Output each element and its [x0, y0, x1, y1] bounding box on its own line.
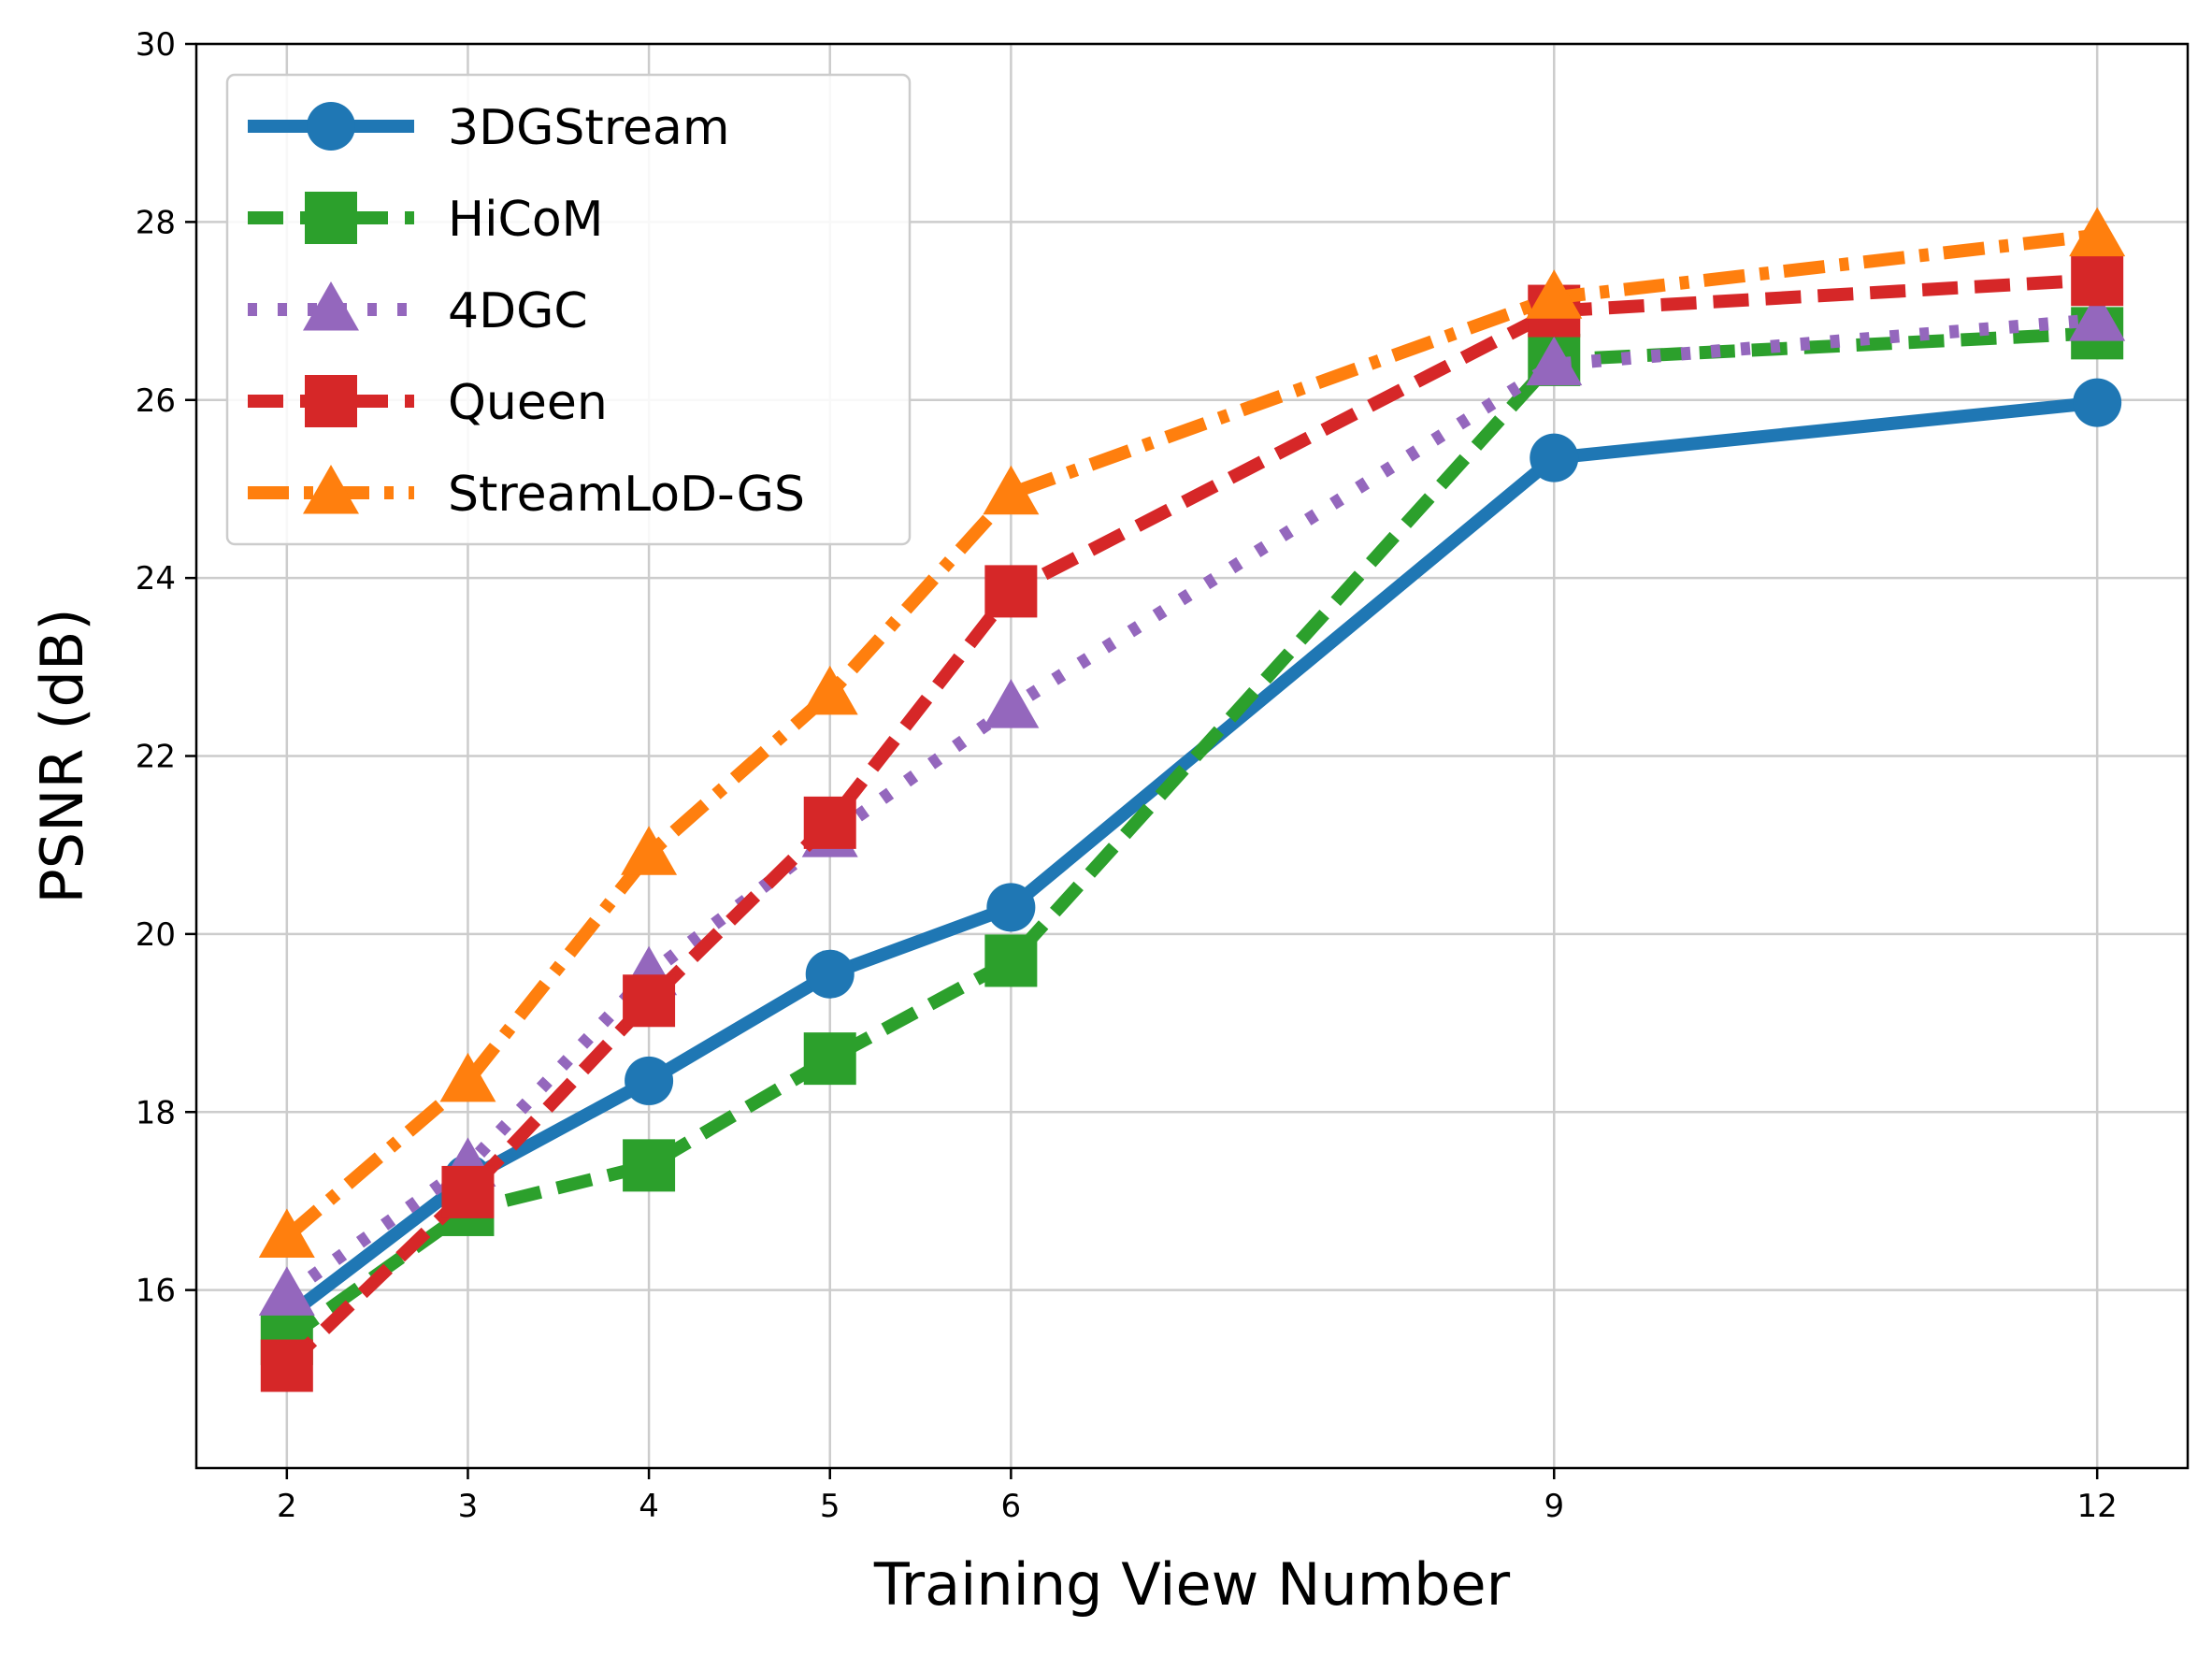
series-layer: [258, 207, 2126, 1392]
x-tick-label: 2: [277, 1488, 297, 1525]
data-point-streamlod-gs: [1526, 269, 1583, 319]
data-point-streamlod-gs: [983, 465, 1040, 515]
y-tick-label: 20: [136, 916, 176, 954]
y-tick-label: 22: [136, 739, 176, 776]
legend-box: [225, 73, 912, 546]
ticks: 2 3 4 5 6 9 12 16 18 20 22 24 26 28 30: [136, 26, 2118, 1525]
legend-marker-3dgstream: [307, 102, 355, 151]
y-tick-label: 26: [136, 382, 176, 420]
legend-label-hicom: HiCoM: [448, 192, 604, 248]
y-tick-label: 28: [136, 204, 176, 241]
legend-marker-streamlod-gs: [303, 465, 359, 514]
data-point-streamlod-gs: [2069, 207, 2126, 257]
legend-label-queen: Queen: [448, 375, 608, 431]
data-point-4dgc: [258, 1266, 315, 1316]
data-point-queen: [623, 974, 676, 1028]
data-point-4dgc: [2069, 292, 2126, 341]
data-point-hicom: [803, 1032, 856, 1086]
x-tick-label: 4: [639, 1488, 659, 1525]
x-tick-label: 9: [1544, 1488, 1564, 1525]
legend: 3DGStream HiCoM 4DGC Queen StreamLoD-GS: [225, 73, 912, 546]
data-point-3dgstream: [625, 1056, 674, 1105]
data-point-streamlod-gs: [258, 1208, 315, 1259]
data-point-streamlod-gs: [621, 826, 678, 875]
data-point-streamlod-gs: [801, 665, 858, 715]
legend-marker-4dgc: [303, 281, 359, 331]
data-point-hicom: [984, 934, 1038, 987]
data-point-3dgstream: [1530, 433, 1579, 482]
x-axis-title: Training View Number: [873, 1550, 1511, 1619]
y-axis-title: PSNR (dB): [28, 608, 96, 903]
x-tick-label: 6: [1001, 1488, 1022, 1525]
legend-label-4dgc: 4DGC: [448, 283, 588, 339]
data-point-4dgc: [1526, 336, 1583, 386]
data-point-hicom: [623, 1139, 676, 1192]
legend-label-streamlod-gs: StreamLoD-GS: [448, 467, 805, 523]
data-point-queen: [803, 796, 856, 849]
x-tick-label: 5: [820, 1488, 840, 1525]
data-point-queen: [260, 1339, 313, 1392]
series-streamlod-gs: [258, 207, 2126, 1259]
legend-label-3dgstream: 3DGStream: [448, 100, 730, 156]
data-point-queen: [441, 1165, 495, 1218]
y-tick-label: 18: [136, 1094, 176, 1131]
data-point-streamlod-gs: [439, 1052, 496, 1102]
series-queen: [260, 253, 2124, 1392]
x-tick-label: 12: [2077, 1488, 2118, 1525]
data-point-3dgstream: [986, 883, 1036, 932]
data-point-3dgstream: [2073, 378, 2122, 427]
data-point-queen: [2071, 253, 2124, 307]
legend-marker-hicom: [305, 192, 357, 244]
legend-marker-queen: [305, 375, 357, 427]
y-tick-label: 24: [136, 560, 176, 598]
y-tick-label: 30: [136, 26, 176, 64]
data-point-queen: [984, 565, 1038, 618]
data-point-4dgc: [983, 679, 1040, 728]
y-tick-label: 16: [136, 1273, 176, 1310]
x-tick-label: 3: [458, 1488, 479, 1525]
data-point-3dgstream: [805, 949, 855, 999]
